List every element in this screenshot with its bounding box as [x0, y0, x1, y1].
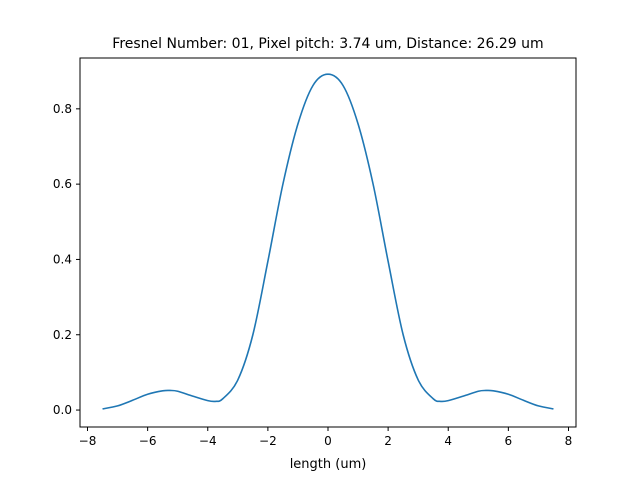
- x-tick-label: −4: [199, 434, 217, 448]
- y-axis: 0.0 0.2 0.4 0.6 0.8: [53, 102, 80, 417]
- x-axis-label: length (um): [290, 457, 367, 472]
- x-axis: −8 −6 −4 −2 0 2 4 6 8: [79, 427, 573, 448]
- x-tick-label: 6: [505, 434, 513, 448]
- x-tick-label: −8: [79, 434, 97, 448]
- x-tick-label: 0: [324, 434, 332, 448]
- y-tick-label: 0.0: [53, 403, 72, 417]
- y-tick-label: 0.8: [53, 102, 72, 116]
- x-tick-label: 8: [565, 434, 573, 448]
- y-tick-label: 0.6: [53, 177, 72, 191]
- x-tick-label: −6: [139, 434, 157, 448]
- y-tick-label: 0.4: [53, 252, 72, 266]
- chart-title: Fresnel Number: 01, Pixel pitch: 3.74 um…: [112, 36, 543, 52]
- x-tick-label: 2: [384, 434, 392, 448]
- y-tick-label: 0.2: [53, 328, 72, 342]
- x-tick-label: −2: [259, 434, 277, 448]
- x-tick-label: 4: [444, 434, 452, 448]
- series-line: [102, 73, 554, 410]
- series-layer: [102, 73, 554, 410]
